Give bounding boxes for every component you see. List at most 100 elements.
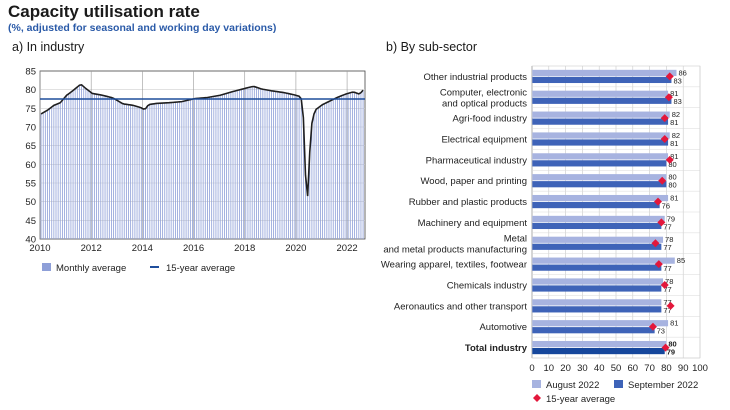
monthly-bar (49, 108, 50, 240)
panel-b-x-tick-label: 0 (529, 363, 534, 374)
monthly-bar (302, 117, 304, 239)
monthly-bar (145, 108, 146, 239)
monthly-bar (138, 107, 140, 239)
monthly-bar (200, 98, 202, 239)
marker-15y-average (664, 93, 673, 102)
monthly-bar (260, 88, 262, 240)
bar-september-2022 (532, 76, 672, 84)
bar-september-2022 (532, 160, 667, 167)
panel-b-x-tick-label: 90 (678, 363, 689, 374)
bar-september-2022 (532, 222, 662, 230)
monthly-bar (362, 90, 364, 239)
monthly-bar (106, 96, 108, 239)
bar-august-2022 (532, 174, 667, 181)
monthly-bar (334, 98, 336, 239)
monthly-bar (42, 112, 44, 239)
monthly-bar (172, 102, 174, 239)
marker-15y-average (660, 135, 669, 143)
panel-b-x-tick-label: 60 (628, 363, 639, 374)
value-label-august: 81 (670, 152, 678, 161)
value-label-august: 85 (677, 256, 685, 265)
value-label-august: 79 (667, 214, 675, 223)
monthly-bar (309, 151, 311, 239)
legend-september-swatch (614, 380, 623, 388)
monthly-bar (177, 101, 178, 239)
value-label-september: 81 (670, 139, 678, 148)
value-label-september: 76 (662, 201, 670, 210)
monthly-bar (160, 103, 161, 239)
legend-avg-marker (533, 394, 541, 402)
monthly-bar (247, 87, 249, 239)
value-label-september: 77 (663, 222, 671, 231)
legend-monthly-label: Monthly average (56, 263, 126, 274)
bar-august-2022 (532, 340, 667, 348)
bar-september-2022 (532, 347, 665, 355)
monthly-bar (40, 113, 42, 239)
monthly-bar (352, 92, 353, 240)
monthly-bar (349, 92, 351, 240)
chart-title: Capacity utilisation rate (8, 2, 200, 21)
monthly-bar (281, 92, 283, 239)
bar-august-2022 (532, 299, 662, 306)
panel-b-x-tick-label: 40 (594, 363, 605, 374)
panel-a-y-tick-label: 85 (25, 67, 36, 78)
monthly-bar (104, 95, 106, 239)
panel-a-y-tick-label: 60 (25, 160, 36, 171)
bar-september-2022 (532, 181, 667, 188)
value-label-august: 78 (665, 277, 673, 286)
value-label-september: 77 (663, 243, 671, 252)
monthly-bar (262, 89, 264, 239)
monthly-bar (164, 102, 166, 239)
monthly-bar (153, 103, 155, 240)
marker-15y-average (665, 72, 674, 81)
bar-august-2022 (532, 90, 669, 97)
value-label-september: 80 (668, 181, 676, 190)
monthly-bar (121, 103, 123, 239)
monthly-bar (232, 91, 234, 240)
panel-a-y-tick-label: 75 (25, 104, 36, 115)
monthly-bar (230, 92, 232, 240)
bar-september-2022 (532, 139, 669, 146)
monthly-bar (283, 92, 285, 239)
marker-15y-average (660, 114, 669, 123)
category-label: Metal (504, 233, 527, 244)
monthly-bar (108, 97, 110, 240)
bar-august-2022 (532, 278, 664, 285)
monthly-bar (83, 86, 85, 240)
value-label-september: 83 (673, 76, 681, 85)
monthly-bar (183, 101, 185, 239)
bar-september-2022 (532, 327, 655, 334)
monthly-bar (47, 110, 48, 239)
monthly-bar (211, 96, 213, 239)
panel-b-x-tick-label: 30 (577, 363, 588, 374)
value-label-september: 77 (663, 285, 671, 294)
monthly-bar (115, 99, 117, 239)
legend-avg-label: 15-year average (166, 263, 235, 274)
panel-a-y-tick-label: 55 (25, 179, 36, 190)
monthly-bar (119, 102, 121, 239)
legend-august-swatch (532, 380, 541, 388)
value-label-september: 73 (657, 327, 665, 336)
monthly-bar (298, 96, 300, 239)
bar-august-2022 (532, 132, 670, 139)
monthly-bar (162, 103, 164, 240)
panel-a-x-tick-label: 2020 (285, 243, 306, 254)
monthly-bar (194, 98, 196, 239)
value-label-september: 77 (663, 306, 671, 315)
legend-avg-label-b: 15-year average (546, 394, 615, 405)
monthly-bar (125, 104, 127, 240)
monthly-bar (51, 106, 53, 239)
monthly-bar (192, 99, 193, 239)
category-label: Wearing apparel, textiles, footwear (381, 260, 527, 271)
bar-september-2022 (532, 264, 662, 271)
legend-september-label: September 2022 (628, 380, 698, 391)
marker-15y-average (658, 176, 667, 185)
monthly-bar (168, 102, 170, 239)
bar-september-2022 (532, 201, 660, 209)
monthly-bar (130, 104, 132, 240)
monthly-bar (251, 86, 253, 240)
monthly-bar (175, 102, 176, 239)
monthly-bar (198, 98, 200, 240)
monthly-bar (181, 101, 183, 239)
